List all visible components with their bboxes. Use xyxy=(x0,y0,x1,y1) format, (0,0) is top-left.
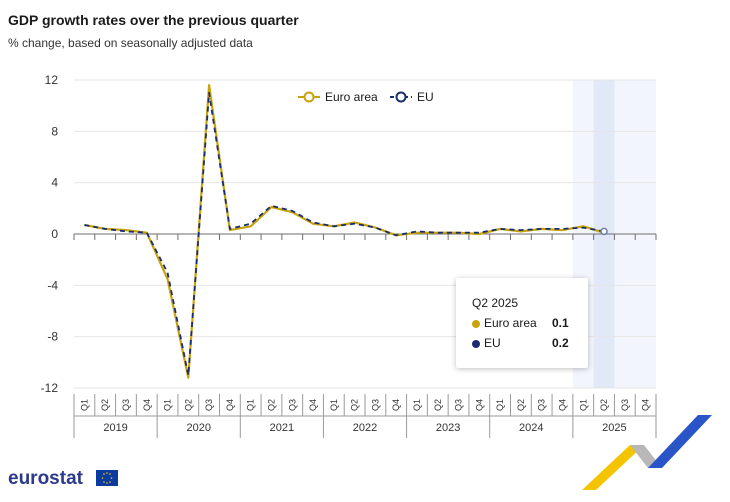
year-label: 2022 xyxy=(353,422,377,434)
tooltip-series-name: Euro area xyxy=(484,316,537,330)
eurostat-decoration xyxy=(582,415,712,490)
quarter-tick-label: Q2 xyxy=(183,399,193,411)
quarter-tick-label: Q3 xyxy=(454,399,464,411)
eurostat-logo: eurostat xyxy=(8,468,83,489)
y-tick-label: 8 xyxy=(51,124,58,138)
quarter-tick-label: Q3 xyxy=(204,399,214,411)
quarter-tick-label: Q1 xyxy=(246,399,256,411)
quarter-tick-label: Q4 xyxy=(142,399,152,411)
year-label: 2023 xyxy=(436,422,460,434)
decor-yellow-stripe xyxy=(582,445,644,490)
eu-flag-icon xyxy=(96,470,118,486)
quarter-tick-label: Q3 xyxy=(287,399,297,411)
y-tick-label: -4 xyxy=(47,278,58,292)
decor-blue-stripe xyxy=(648,415,712,468)
tooltip-series-value: 0.2 xyxy=(552,336,569,350)
eu-dot xyxy=(472,340,480,348)
quarter-tick-label: Q1 xyxy=(412,399,422,411)
euro-area-dot xyxy=(472,320,480,328)
year-label: 2024 xyxy=(519,422,543,434)
quarter-tick-label: Q1 xyxy=(79,399,89,411)
quarter-tick-label: Q4 xyxy=(474,399,484,411)
tooltip-title: Q2 2025 xyxy=(472,296,519,310)
chart-title: GDP growth rates over the previous quart… xyxy=(8,12,299,28)
quarter-tick-label: Q1 xyxy=(578,399,588,411)
year-label: 2019 xyxy=(103,422,127,434)
quarter-tick-label: Q4 xyxy=(557,399,567,411)
y-tick-label: 4 xyxy=(51,176,58,190)
y-tick-label: -8 xyxy=(47,330,58,344)
legend-item-eu: EU xyxy=(390,90,434,104)
quarter-tick-label: Q2 xyxy=(433,399,443,411)
series-line-eu xyxy=(84,91,605,377)
quarter-tick-label: Q4 xyxy=(641,399,651,411)
quarter-tick-label: Q3 xyxy=(620,399,630,411)
quarter-tick-label: Q2 xyxy=(266,399,276,411)
quarter-tick-label: Q2 xyxy=(350,399,360,411)
quarter-tick-label: Q4 xyxy=(308,399,318,411)
year-label: 2020 xyxy=(186,422,210,434)
y-tick-label: -12 xyxy=(41,381,59,395)
y-tick-label: 12 xyxy=(45,73,59,87)
quarter-tick-label: Q2 xyxy=(599,399,609,411)
legend-label: Euro area xyxy=(325,90,378,104)
quarter-tick-label: Q3 xyxy=(370,399,380,411)
quarter-tick-label: Q4 xyxy=(391,399,401,411)
legend-label: EU xyxy=(417,90,434,104)
selected-point-marker xyxy=(600,227,608,236)
year-label: 2025 xyxy=(602,422,626,434)
legend-item-euro-area: Euro area xyxy=(298,90,378,104)
tooltip-row-eu: EU 0.2 xyxy=(472,336,582,352)
tooltip-row-euro-area: Euro area 0.1 xyxy=(472,316,582,332)
quarter-tick-label: Q2 xyxy=(516,399,526,411)
quarter-tick-label: Q1 xyxy=(495,399,505,411)
legend-marker-icon xyxy=(395,91,407,103)
quarter-tick-label: Q4 xyxy=(225,399,235,411)
legend-marker-icon xyxy=(303,91,315,103)
quarter-tick-label: Q1 xyxy=(163,399,173,411)
quarter-tick-label: Q2 xyxy=(100,399,110,411)
tooltip-series-name: EU xyxy=(484,336,501,350)
year-label: 2021 xyxy=(270,422,294,434)
tooltip: Q2 2025 Euro area 0.1 EU 0.2 xyxy=(456,278,588,368)
quarter-tick-label: Q3 xyxy=(537,399,547,411)
quarter-tick-label: Q1 xyxy=(329,399,339,411)
y-tick-label: 0 xyxy=(51,227,58,241)
chart-subtitle: % change, based on seasonally adjusted d… xyxy=(8,36,253,50)
tooltip-series-value: 0.1 xyxy=(552,316,569,330)
quarter-tick-label: Q3 xyxy=(121,399,131,411)
